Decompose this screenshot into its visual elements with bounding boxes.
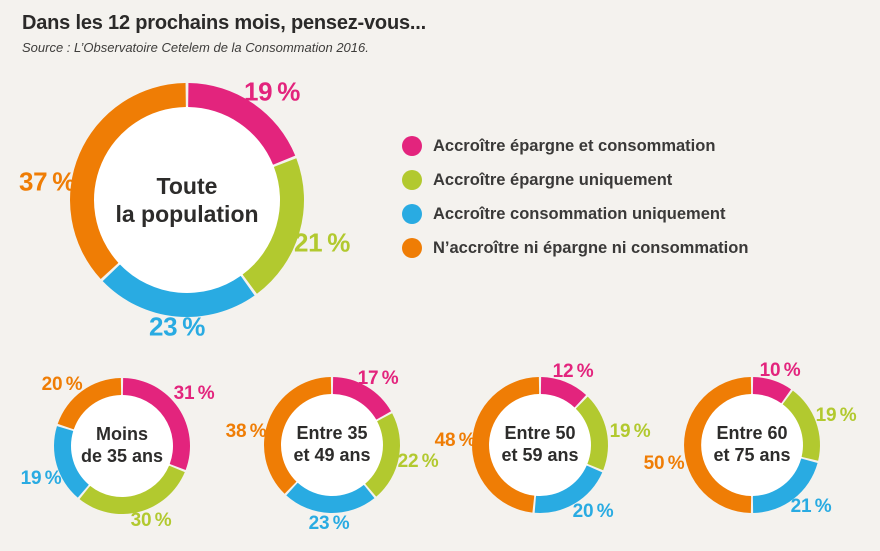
donut-segment xyxy=(534,465,603,513)
legend-color-dot-icon xyxy=(402,136,422,156)
legend-color-dot-icon xyxy=(402,170,422,190)
legend-item-label: Accroître consommation uniquement xyxy=(433,204,726,223)
legend-item-label: Accroître épargne uniquement xyxy=(433,170,673,189)
legend-item: Accroître consommation uniquement xyxy=(402,204,748,224)
source-caption: Source : L’Observatoire Cetelem de la Co… xyxy=(22,40,369,55)
donut-hole xyxy=(488,393,592,497)
donut-segment xyxy=(782,390,821,461)
donut-segment xyxy=(102,264,255,317)
donut-segment xyxy=(540,377,587,408)
legend-color-dot-icon xyxy=(402,204,422,224)
legend-item-label: N’accroître ni épargne ni consommation xyxy=(433,238,749,257)
donut-hole xyxy=(70,394,174,498)
donut-hole xyxy=(700,393,804,497)
legend: Accroître épargne et consommation Accroît… xyxy=(402,136,748,258)
donut-segment xyxy=(188,83,296,165)
donut-hole xyxy=(93,106,281,294)
donut-segment xyxy=(684,377,752,513)
legend-item: Accroître épargne et consommation xyxy=(402,136,748,156)
donut-segment xyxy=(752,377,792,404)
donut-segment xyxy=(122,378,191,470)
donut-segment xyxy=(472,377,540,513)
legend-item: Accroître épargne uniquement xyxy=(402,170,748,190)
donut-segment xyxy=(575,396,608,471)
page-title: Dans les 12 prochains mois, pensez-vous.… xyxy=(22,12,426,34)
donut-segment xyxy=(242,158,305,294)
donut-hole xyxy=(280,393,384,497)
donut-segment xyxy=(365,413,400,497)
donut-segment xyxy=(263,377,332,494)
donut-segment xyxy=(752,458,818,513)
legend-item-label: Accroître épargne et consommation xyxy=(433,136,716,155)
donut-segment xyxy=(286,482,375,514)
donut-segment xyxy=(79,465,185,515)
donut-segment xyxy=(332,377,392,420)
header: Dans les 12 prochains mois, pensez-vous.… xyxy=(22,12,426,55)
donut-segment xyxy=(53,426,89,498)
legend-item: N’accroître ni épargne ni consommation xyxy=(402,238,748,258)
donut-segment xyxy=(57,378,122,430)
legend-color-dot-icon xyxy=(402,238,422,258)
donut-segment xyxy=(70,83,186,280)
